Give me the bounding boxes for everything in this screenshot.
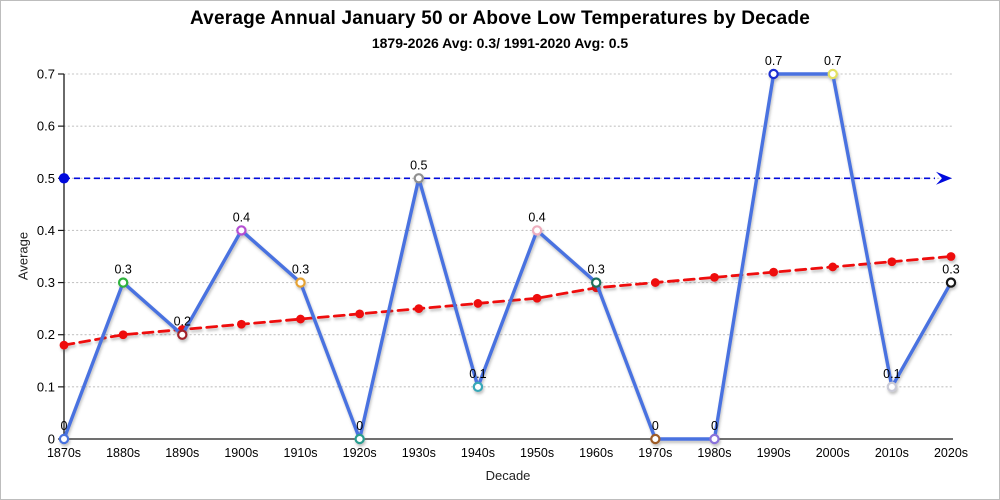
trend-marker (532, 293, 542, 303)
data-point-label: 0.1 (883, 367, 900, 381)
data-point-label: 0.3 (942, 263, 959, 277)
trend-marker (887, 257, 897, 267)
main-line (62, 72, 953, 441)
data-point-marker (295, 277, 306, 288)
y-tick-label: 0.1 (37, 379, 55, 394)
data-point-marker (827, 68, 838, 80)
x-tick-label: 1970s (638, 446, 672, 460)
data-point-label: 0.1 (469, 367, 486, 381)
x-tick-label: 1900s (224, 446, 258, 460)
x-tick-label: 1920s (343, 446, 377, 460)
y-tick-label: 0.2 (37, 327, 55, 342)
y-tick-label: 0.6 (37, 119, 55, 134)
x-tick-label: 2020s (934, 446, 968, 460)
x-tick-label: 1910s (284, 446, 318, 460)
reference-arrow-icon (936, 171, 952, 185)
data-point-label: 0.3 (588, 263, 605, 277)
y-tick-label: 0.5 (37, 171, 55, 186)
data-point-label: 0.5 (410, 158, 427, 172)
reference-start-dot (58, 173, 70, 184)
x-tick-label: 1930s (402, 446, 436, 460)
axes: 0 0.1 0.2 0.3 0.4 0.5 0.6 0.7 1870s 1880s 1890s 190… (37, 67, 968, 461)
trend-marker (650, 278, 660, 287)
y-tick-label: 0.3 (37, 275, 55, 290)
data-point-marker (591, 277, 602, 288)
x-tick-label: 1960s (579, 446, 613, 460)
data-point-marker (58, 433, 70, 445)
data-point-marker (236, 225, 247, 236)
data-point-marker (354, 433, 365, 445)
reference-line (58, 171, 952, 185)
trend-marker (118, 330, 128, 340)
data-point-label: 0 (711, 419, 718, 433)
data-point-marker (472, 381, 484, 393)
y-tick-label: 0.7 (37, 67, 55, 82)
data-point-labels: 0 0.3 0.2 0.4 0.3 0 0.5 0.1 0.4 0.3 0 0 0.7 0.7 0.1 0.3 (61, 54, 960, 433)
trend-marker (414, 304, 424, 314)
trend-marker (473, 299, 483, 308)
data-point-label: 0.2 (174, 315, 191, 329)
data-point-marker (709, 433, 720, 445)
chart-subtitle: 1879-2026 Avg: 0.3/ 1991-2020 Avg: 0.5 (371, 35, 629, 51)
x-tick-label: 1890s (165, 446, 199, 460)
gridlines (63, 73, 954, 388)
x-tick-label: 1990s (757, 446, 791, 460)
trend-marker (769, 267, 778, 277)
data-point-label: 0.3 (114, 263, 131, 277)
x-tick-label: 1980s (697, 446, 731, 460)
data-point-marker (768, 68, 779, 80)
data-point-label: 0 (356, 419, 363, 433)
trend-marker (828, 262, 838, 272)
data-point-marker (531, 225, 543, 236)
x-tick-label: 1870s (47, 446, 81, 460)
trend-marker (710, 272, 719, 282)
data-point-label: 0.3 (292, 263, 309, 277)
trend-line (62, 255, 953, 347)
trend-marker (237, 319, 246, 329)
main-line-series (58, 68, 957, 445)
data-point-label: 0.4 (233, 210, 250, 224)
data-point-label: 0 (61, 419, 68, 433)
trend-marker (59, 340, 69, 350)
x-axis-title: Decade (485, 468, 531, 483)
y-tick-label: 0.4 (37, 223, 55, 238)
data-point-label: 0.7 (824, 54, 841, 68)
data-point-label: 0.4 (528, 210, 545, 224)
x-tick-label: 1950s (520, 446, 554, 460)
trend-marker (355, 309, 365, 319)
data-point-marker (945, 277, 957, 288)
data-point-marker (886, 381, 898, 393)
data-point-label: 0 (652, 419, 659, 433)
trend-marker (946, 252, 956, 261)
chart-title: Average Annual January 50 or Above Low T… (189, 8, 811, 29)
data-point-marker (117, 277, 129, 288)
x-tick-label: 2010s (875, 446, 909, 460)
x-tick-label: 1940s (461, 446, 495, 460)
x-tick-label: 2000s (816, 446, 850, 460)
data-point-label: 0.7 (765, 54, 782, 68)
data-point-marker (177, 329, 188, 340)
y-tick-label: 0 (48, 432, 55, 447)
data-point-marker (650, 433, 661, 445)
trend-marker (296, 314, 305, 324)
data-point-marker (413, 173, 424, 184)
x-tick-label: 1880s (106, 446, 140, 460)
